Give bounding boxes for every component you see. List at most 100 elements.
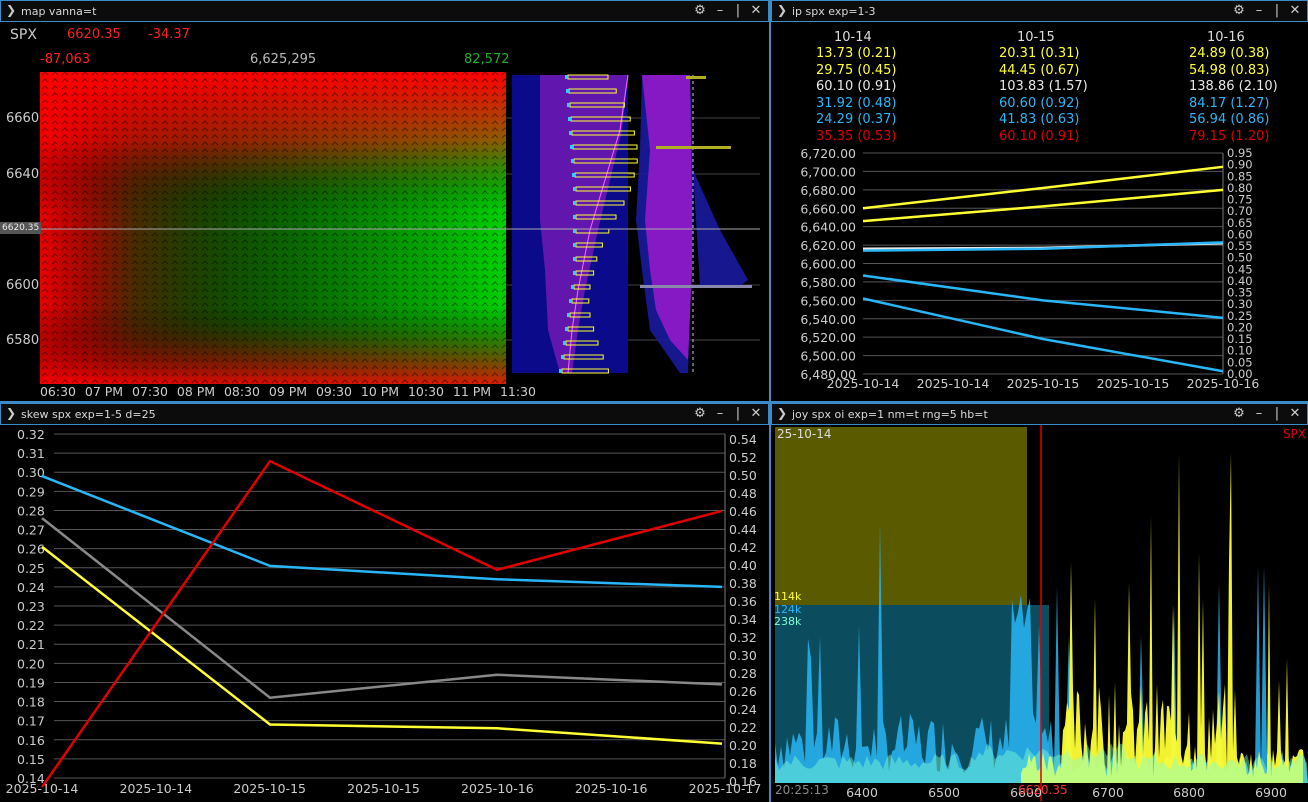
skew-y-tick: 0.24 [17, 580, 45, 595]
ip-y-tick: 6,520.00 [800, 330, 856, 345]
skew-chart[interactable]: 0.32 0.31 0.30 0.29 0.28 0.27 0.26 0.25 0.24 0.23… [0, 425, 769, 802]
joy-panel: ❯ joy spx oi exp=1 nm=t rng=5 hb=t ⚙ – |… [771, 403, 1308, 802]
strike-bar-marker [571, 159, 574, 163]
strike-bar-marker [561, 355, 564, 359]
ip-titlebar[interactable]: ❯ ip spx exp=1-3 ⚙ – | ✕ [771, 0, 1308, 22]
strike-bar-marker [565, 327, 568, 331]
strike-bar-marker [559, 369, 562, 373]
ip-y2-tick: 0.70 [1227, 204, 1253, 218]
map-x-tick: 10:30 [408, 384, 444, 399]
joy-spx-label: SPX [1282, 427, 1306, 441]
skew-y-tick: 0.23 [17, 599, 45, 614]
joy-chart[interactable]: 6400 6500 6600 6700 6800 6900 [771, 425, 1308, 802]
joy-x-tick: 6600 [1010, 785, 1042, 800]
ip-cell: 44.45 (0.67) [999, 62, 1080, 78]
maximize-icon[interactable]: | [735, 3, 741, 18]
ip-y-tick: 6,700.00 [800, 164, 856, 179]
joy-x-tick: 6400 [846, 785, 878, 800]
strike-bar-marker [563, 341, 566, 345]
gear-icon[interactable]: ⚙ [1233, 3, 1245, 18]
skew-titlebar[interactable]: ❯ skew spx exp=1-5 d=25 ⚙ – | ✕ [0, 403, 769, 425]
skew-series-line [41, 545, 723, 745]
skew-y2-tick: 0.46 [729, 504, 757, 519]
skew-y2-tick: 0.48 [729, 486, 757, 501]
maximize-icon[interactable]: | [735, 406, 741, 421]
strike-bar-marker [573, 257, 576, 261]
skew-y2-tick: 0.28 [729, 666, 757, 681]
minimize-icon[interactable]: – [1255, 406, 1263, 421]
strike-bar-marker [573, 229, 576, 233]
ip-y2-tick: 0.90 [1227, 158, 1253, 172]
joy-yellow-block [775, 427, 1027, 605]
skew-y2-tick: 0.16 [729, 774, 757, 789]
horizontal-divider[interactable] [0, 401, 1308, 403]
ip-y-tick: 6,600.00 [800, 257, 856, 272]
minimize-icon[interactable]: – [716, 406, 724, 421]
skew-y-tick: 0.15 [17, 752, 45, 767]
chevron-right-icon[interactable]: ❯ [6, 406, 17, 420]
skew-y-tick: 0.17 [17, 714, 45, 729]
strike-bar-marker [569, 131, 572, 135]
gear-icon[interactable]: ⚙ [694, 3, 706, 18]
joy-bottom-time: 20:25:13 [775, 783, 829, 797]
map-titlebar[interactable]: ❯ map vanna=t ⚙ – | ✕ [0, 0, 769, 22]
skew-y2-tick: 0.50 [729, 468, 757, 483]
price-tag: 6620.35 [0, 222, 42, 234]
maximize-icon[interactable]: | [1274, 3, 1280, 18]
skew-y2-tick: 0.38 [729, 576, 757, 591]
skew-series-line [40, 459, 723, 788]
strike-bar-marker [573, 187, 576, 191]
map-x-tick: 10 PM [361, 384, 399, 399]
gear-icon[interactable]: ⚙ [694, 406, 706, 421]
close-icon[interactable]: ✕ [750, 406, 762, 421]
ip-x-tick: 2025-10-16 [1187, 376, 1260, 391]
close-icon[interactable]: ✕ [750, 3, 762, 18]
chevron-right-icon[interactable]: ❯ [777, 3, 788, 17]
skew-y2-tick: 0.18 [729, 756, 757, 771]
ip-y2-tick: 0.15 [1227, 332, 1253, 346]
price-label: 6620.35 [67, 27, 121, 42]
ip-cell: 20.31 (0.31) [999, 46, 1080, 61]
ip-y-tick: 6,620.00 [800, 238, 856, 253]
strike-bar-marker [569, 299, 572, 303]
skew-x-tick: 2025-10-17 [689, 781, 762, 796]
skew-y-tick: 0.29 [17, 484, 45, 499]
ip-cell: 29.75 (0.45) [816, 62, 897, 78]
chevron-right-icon[interactable]: ❯ [777, 406, 788, 420]
ip-header: 10-16 [1207, 30, 1245, 45]
gear-icon[interactable]: ⚙ [1233, 406, 1245, 421]
close-icon[interactable]: ✕ [1289, 3, 1301, 18]
map-x-tick: 09 PM [269, 384, 307, 399]
ip-cell: 60.10 (0.91) [999, 128, 1080, 144]
strike-bar-marker [573, 201, 576, 205]
minimize-icon[interactable]: – [1255, 3, 1263, 18]
ip-y-tick: 6,640.00 [800, 220, 856, 235]
close-icon[interactable]: ✕ [1289, 406, 1301, 421]
ip-y-tick: 6,560.00 [800, 293, 856, 308]
joy-titlebar[interactable]: ❯ joy spx oi exp=1 nm=t rng=5 hb=t ⚙ – |… [771, 403, 1308, 425]
ip-y2-tick: 0.00 [1227, 367, 1253, 381]
joy-x-tick: 6700 [1092, 785, 1124, 800]
skew-y2-tick: 0.54 [729, 432, 757, 447]
skew-y2-tick: 0.52 [729, 450, 757, 465]
mid-total: 6,625,295 [250, 52, 317, 67]
joy-x-tick: 6900 [1255, 785, 1287, 800]
skew-y2-tick: 0.30 [729, 648, 757, 663]
chevron-right-icon[interactable]: ❯ [6, 3, 17, 17]
map-y-tick: 6600 [6, 278, 39, 293]
minimize-icon[interactable]: – [716, 3, 724, 18]
panel-title: ip spx exp=1-3 [792, 5, 876, 18]
skew-y-tick: 0.18 [17, 695, 45, 710]
ip-y2-tick: 0.10 [1227, 344, 1253, 358]
map-x-axis: 06:30 07 PM 07:30 08 PM 08:30 09 PM 09:30 10 PM… [40, 384, 536, 399]
panel-title: joy spx oi exp=1 nm=t rng=5 hb=t [792, 408, 988, 421]
ip-chart[interactable]: 6,720.00 6,700.00 6,680.00 6,660.00 6,640.00… [771, 145, 1308, 401]
ip-y-tick: 6,480.00 [800, 367, 856, 382]
ip-y-tick: 6,580.00 [800, 275, 856, 290]
maximize-icon[interactable]: | [1274, 406, 1280, 421]
skew-x-tick: 2025-10-14 [6, 781, 79, 796]
skew-x-tick: 2025-10-15 [233, 781, 306, 796]
ip-y2-tick: 0.20 [1227, 320, 1253, 334]
ip-cell: 13.73 (0.21) [816, 46, 897, 61]
